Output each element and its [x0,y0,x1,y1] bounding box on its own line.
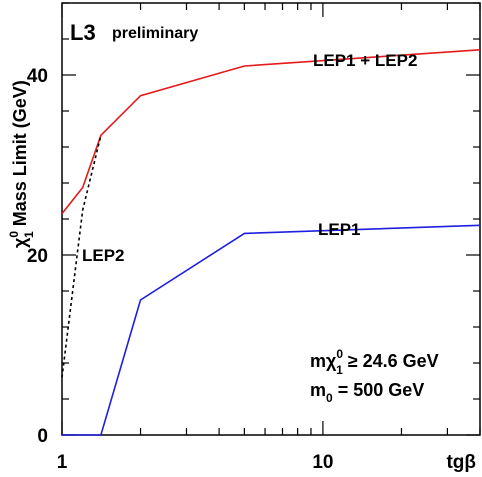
x-axis-title: tgβ [446,452,476,473]
series-label-lep1: LEP1 [318,220,361,239]
y-tick-label: 20 [27,246,48,267]
status-label: preliminary [112,25,198,42]
series-layer [61,49,481,436]
y-axis-title: χ01Mass Limit (GeV) [7,80,36,248]
series-line-lep1-lep2 [61,49,481,215]
series-line-lep1 [62,224,481,436]
series-line-lep2 [61,135,102,378]
x-tick-label: 10 [312,452,333,473]
y-tick-label: 0 [37,426,48,447]
annotation-m0: m0 = 500 GeV [310,380,424,405]
series-label-lep1-lep2: LEP1 + LEP2 [313,51,417,70]
x-tick-label: 1 [57,452,68,473]
experiment-label: L3 [70,20,96,45]
annotation-neutralino-limit: mχ0 1 ≥ 24.6 GeV [310,347,439,377]
axis-ticks: 1 10 0 20 40 [27,2,481,473]
y-tick-label: 40 [27,66,48,87]
series-label-lep2: LEP2 [82,246,125,265]
